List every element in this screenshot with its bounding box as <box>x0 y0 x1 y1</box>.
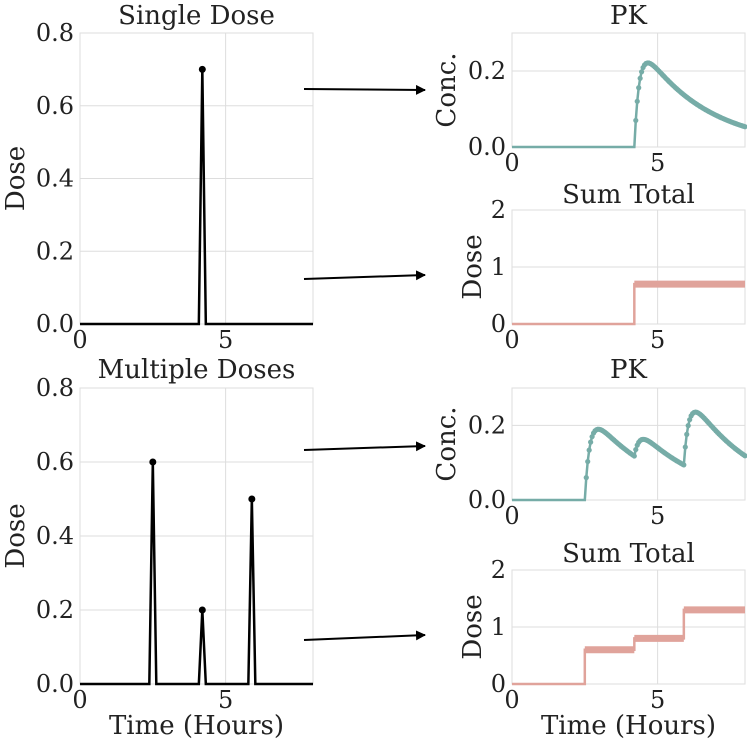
x-tick-label: 0 <box>72 686 87 714</box>
x-tick-label: 5 <box>650 502 665 530</box>
plot-area <box>511 32 746 148</box>
chart-single-pk: 0 5 0.0 0.2 PK Conc. <box>432 1 747 177</box>
y-tick-label: 0.2 <box>468 411 506 439</box>
y-tick-label: 0.0 <box>468 486 506 514</box>
y-tick-label: 2 <box>491 196 506 224</box>
pk-line <box>512 61 746 149</box>
y-tick-label: 0.0 <box>468 133 506 161</box>
chart-title: Single Dose <box>118 1 275 31</box>
pk-point <box>634 98 640 104</box>
series-multi-sum <box>512 606 745 686</box>
chart-title: Sum Total <box>562 539 695 569</box>
plot-area <box>511 387 746 501</box>
pk-point <box>585 458 591 465</box>
dose-point <box>248 495 256 503</box>
pk-point <box>639 69 645 75</box>
y-axis-label: Dose <box>1 503 31 568</box>
chart-single-sum: 0 5 0 1 2 Sum Total Dose <box>458 180 746 354</box>
pk-point <box>685 423 691 429</box>
sum-line <box>512 282 745 326</box>
sum-line <box>512 608 745 686</box>
pk-point <box>742 453 747 459</box>
y-tick-label: 0.4 <box>36 522 74 550</box>
chart-title: PK <box>610 1 647 31</box>
pk-point <box>636 85 642 91</box>
y-tick-label: 1 <box>491 253 506 281</box>
arrow-multi-to-sum <box>303 630 426 641</box>
y-tick-label: 0.0 <box>36 310 74 338</box>
y-tick-label: 1 <box>491 613 506 641</box>
y-tick-label: 0.4 <box>36 165 74 193</box>
x-tick-label: 5 <box>650 686 665 714</box>
y-tick-label: 0.8 <box>36 19 74 47</box>
y-tick-label: 0.2 <box>468 57 506 85</box>
x-tick-label: 0 <box>504 149 519 177</box>
pk-point <box>633 117 639 124</box>
chart-title: Sum Total <box>562 180 695 210</box>
x-tick-label: 0 <box>504 502 519 530</box>
pk-point <box>684 431 690 437</box>
chart-multi-dose: 0 5 0.0 0.2 0.4 0.6 0.8 Multiple Doses Dose Time … <box>1 355 314 741</box>
y-tick-label: 0.6 <box>36 92 74 120</box>
y-axis-label: Dose <box>1 146 31 211</box>
chart-title: Multiple Doses <box>98 355 296 385</box>
y-tick-label: 0.2 <box>36 237 74 265</box>
pk-point <box>631 453 637 459</box>
chart-single-dose: 0 5 0.0 0.2 0.4 0.6 0.8 Single Dose Dose <box>1 1 314 354</box>
dose-line <box>80 461 313 686</box>
y-tick-label: 2 <box>491 556 506 584</box>
y-axis-label: Conc. <box>432 406 462 481</box>
pk-point <box>588 439 594 445</box>
connector-arrows <box>303 84 426 641</box>
x-tick-label: 5 <box>650 326 665 354</box>
y-tick-label: 0 <box>491 670 506 698</box>
pk-point <box>637 75 643 81</box>
x-tick-label: 0 <box>504 686 519 714</box>
y-tick-label: 0.8 <box>36 374 74 402</box>
y-tick-label: 0 <box>491 310 506 338</box>
x-tick-label: 0 <box>72 326 87 354</box>
pk-point <box>633 446 639 453</box>
y-axis-label: Conc. <box>432 52 462 127</box>
y-tick-label: 0.2 <box>36 596 74 624</box>
x-tick-label: 5 <box>218 326 233 354</box>
pk-point <box>742 124 747 130</box>
series-multi-dose <box>80 458 313 686</box>
arrow-single-to-sum <box>303 270 426 281</box>
pk-point <box>583 475 589 481</box>
series-single-dose <box>80 65 313 326</box>
x-tick-label: 5 <box>218 686 233 714</box>
chart-multi-sum: 0 5 0 1 2 Sum Total Dose Time (Hours) <box>458 539 746 741</box>
x-tick-label: 5 <box>650 149 665 177</box>
chart-title: PK <box>610 355 647 385</box>
series-multi-pk <box>512 409 747 502</box>
x-axis-label: Time (Hours) <box>109 711 284 741</box>
arrow-multi-to-pk <box>303 441 426 452</box>
chart-multi-pk: 0 5 0.0 0.2 PK Conc. <box>432 355 747 530</box>
x-axis-label: Time (Hours) <box>541 711 716 741</box>
dose-line <box>80 69 313 326</box>
dose-point <box>198 606 206 614</box>
y-axis-label: Dose <box>458 234 488 299</box>
y-tick-label: 0.6 <box>36 448 74 476</box>
series-single-sum <box>512 280 745 326</box>
x-tick-label: 0 <box>504 326 519 354</box>
dose-point <box>198 65 206 73</box>
pk-point <box>682 444 688 450</box>
y-axis-label: Dose <box>458 594 488 659</box>
y-tick-label: 0.0 <box>36 670 74 698</box>
dose-point <box>149 458 157 466</box>
series-single-pk <box>512 60 747 149</box>
pk-point <box>586 447 592 453</box>
arrow-single-to-pk <box>303 84 426 95</box>
pk-point <box>681 462 687 468</box>
